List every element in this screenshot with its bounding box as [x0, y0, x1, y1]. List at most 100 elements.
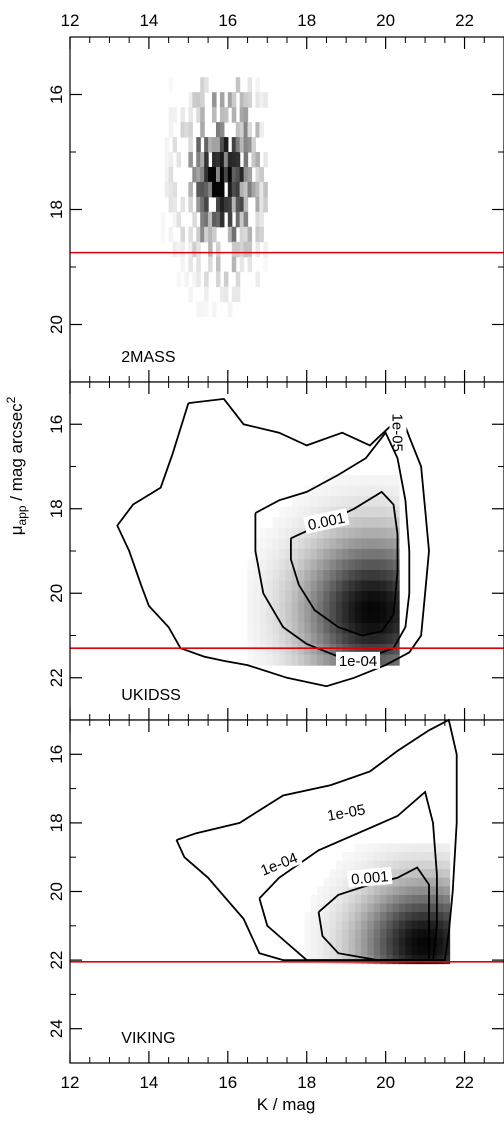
- density-cell: [266, 591, 274, 603]
- density-cell: [298, 643, 305, 656]
- density-cell: [386, 559, 394, 571]
- density-cell: [354, 612, 362, 624]
- density-cell: [196, 241, 201, 258]
- density-cell: [196, 301, 201, 318]
- density-cell: [354, 843, 362, 853]
- density-cell: [204, 226, 209, 243]
- density-cell: [430, 912, 438, 922]
- density-cell: [373, 920, 381, 930]
- panel-background: [70, 37, 504, 382]
- density-cell: [392, 591, 400, 603]
- density-cell: [405, 860, 413, 870]
- density-cell: [263, 256, 268, 273]
- density-cell: [255, 122, 260, 138]
- contour-label-background: [347, 866, 393, 888]
- density-cell: [298, 548, 305, 561]
- density-cell: [196, 107, 201, 123]
- density-cell: [212, 181, 217, 198]
- density-cell: [335, 612, 343, 624]
- density-cell: [196, 137, 201, 153]
- density-cell: [196, 181, 201, 198]
- density-cell: [335, 485, 343, 497]
- density-cell: [235, 271, 241, 288]
- density-cell: [188, 286, 193, 303]
- density-cell: [417, 937, 425, 947]
- density-cell: [386, 527, 394, 539]
- density-cell: [373, 912, 381, 922]
- density-cell: [196, 152, 201, 168]
- density-cell: [405, 843, 413, 853]
- density-cell: [367, 912, 375, 922]
- density-cell: [212, 301, 217, 318]
- density-cell: [272, 570, 280, 582]
- density-cell: [243, 137, 249, 153]
- density-cell: [335, 894, 343, 905]
- density-cell: [304, 591, 312, 603]
- density-cell: [285, 633, 293, 645]
- density-cell: [316, 496, 324, 508]
- density-cell: [219, 196, 225, 213]
- density-cell: [348, 538, 356, 550]
- density-cell: [255, 166, 260, 183]
- density-cell: [285, 591, 293, 603]
- density-cell: [253, 601, 261, 613]
- density-cell: [247, 241, 253, 258]
- density-cell: [323, 601, 331, 613]
- density-cell: [342, 852, 350, 862]
- density-cell: [247, 122, 253, 138]
- density-cell: [361, 903, 369, 913]
- density-cell: [380, 591, 388, 603]
- density-cell: [310, 485, 318, 497]
- density-cell: [430, 903, 438, 913]
- density-cell: [310, 929, 318, 939]
- contour-label: 1e-05: [326, 801, 367, 824]
- density-cell: [361, 937, 369, 947]
- density-cell: [247, 643, 255, 656]
- density-cell: [227, 92, 233, 108]
- density-cell: [443, 877, 451, 887]
- density-cell: [279, 538, 287, 550]
- density-cell: [354, 929, 362, 939]
- density-cell: [367, 559, 375, 571]
- density-cell: [354, 517, 362, 529]
- density-cell: [386, 591, 394, 603]
- density-cell: [304, 559, 312, 571]
- density-cell: [304, 654, 312, 666]
- density-cell: [342, 474, 350, 487]
- density-cell: [373, 633, 381, 645]
- density-cell: [251, 152, 257, 168]
- density-cell: [212, 211, 217, 228]
- density-cell: [260, 622, 268, 634]
- density-cell: [239, 256, 245, 273]
- density-cell: [212, 107, 217, 123]
- density-cell: [436, 886, 444, 896]
- density-cell: [443, 894, 451, 905]
- density-cell: [196, 196, 201, 213]
- density-cell: [310, 912, 318, 922]
- density-cell: [354, 912, 362, 922]
- density-cell: [298, 601, 305, 613]
- density-cell: [329, 559, 337, 571]
- density-cell: [323, 903, 331, 913]
- density-cell: [227, 196, 233, 213]
- density-cell: [354, 570, 362, 582]
- density-cell: [436, 903, 444, 913]
- density-cell: [316, 591, 324, 603]
- density-cell: [304, 548, 312, 561]
- density-cell: [212, 137, 217, 153]
- density-cell: [342, 485, 350, 497]
- density-cell: [354, 622, 362, 634]
- density-cell: [380, 517, 388, 529]
- density-cell: [392, 860, 400, 870]
- density-cell: [310, 591, 318, 603]
- density-cell: [204, 152, 209, 168]
- density-cell: [316, 912, 324, 922]
- density-cell: [196, 92, 201, 108]
- density-cell: [164, 166, 170, 183]
- density-cell: [285, 517, 293, 529]
- density-cell: [405, 912, 413, 922]
- density-cell: [417, 903, 425, 913]
- density-cell: [361, 622, 369, 634]
- density-cell: [380, 570, 388, 582]
- density-cell: [204, 211, 209, 228]
